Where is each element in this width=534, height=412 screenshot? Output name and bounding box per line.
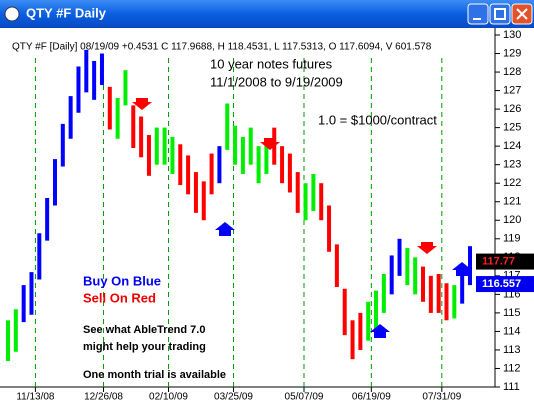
x-tick-label: 05/07/09	[285, 392, 324, 403]
y-tick-label: 119	[503, 233, 521, 245]
x-tick-label: 03/25/09	[214, 392, 253, 403]
signal-arrows	[132, 98, 472, 338]
y-tick-label: 129	[503, 47, 521, 59]
y-tick-label: 126	[503, 103, 521, 115]
y-tick-label: 121	[503, 196, 521, 208]
y-tick-label: 127	[503, 84, 521, 96]
window-title: QTY #F Daily	[26, 5, 107, 20]
maximize-button[interactable]	[489, 3, 511, 25]
x-tick-label: 02/10/09	[149, 392, 188, 403]
y-tick-label: 123	[503, 159, 521, 171]
x-tick-label: 11/13/08	[16, 392, 55, 403]
promo-text: might help your trading	[83, 341, 206, 353]
y-tick-label: 111	[503, 381, 520, 393]
price-tag-label: 116.557	[482, 278, 521, 290]
y-tick-label: 114	[503, 325, 521, 337]
y-tick-label: 130	[503, 29, 521, 41]
y-tick-label: 120	[503, 214, 521, 226]
header: QTY #F [Daily] 08/19/09 +0.4531 C 117.96…	[12, 42, 432, 53]
x-tick-label: 07/31/09	[422, 392, 461, 403]
y-tick-label: 122	[503, 177, 521, 189]
chart: QTY #F [Daily] 08/19/09 +0.4531 C 117.96…	[0, 28, 534, 412]
annotation: 11/1/2008 to 9/19/2009	[210, 74, 343, 89]
minimize-button[interactable]	[467, 3, 489, 25]
app-icon	[4, 6, 20, 22]
title-bar	[0, 0, 534, 28]
x-tick-label: 06/19/09	[352, 392, 391, 403]
annotation: 1.0 = $1000/contract	[318, 112, 437, 127]
y-tick-label: 125	[503, 122, 521, 134]
y-tick-label: 128	[503, 66, 521, 78]
price-tag	[476, 253, 534, 270]
legend-entry: Sell On Red	[83, 290, 156, 305]
y-tick-label: 113	[503, 344, 521, 356]
price-tag	[476, 276, 534, 293]
promo-text: See what AbleTrend 7.0	[83, 324, 205, 336]
y-tick-label: 115	[503, 307, 521, 319]
x-tick-label: 12/26/08	[84, 392, 123, 403]
promo-text: One month trial is available	[83, 369, 226, 381]
y-tick-label: 124	[503, 140, 521, 152]
y-tick-label: 112	[503, 362, 521, 374]
price-tag-label: 117.77	[482, 255, 515, 267]
legend-entry: Buy On Blue	[83, 273, 161, 288]
annotation: 10 year notes futures	[210, 56, 333, 71]
